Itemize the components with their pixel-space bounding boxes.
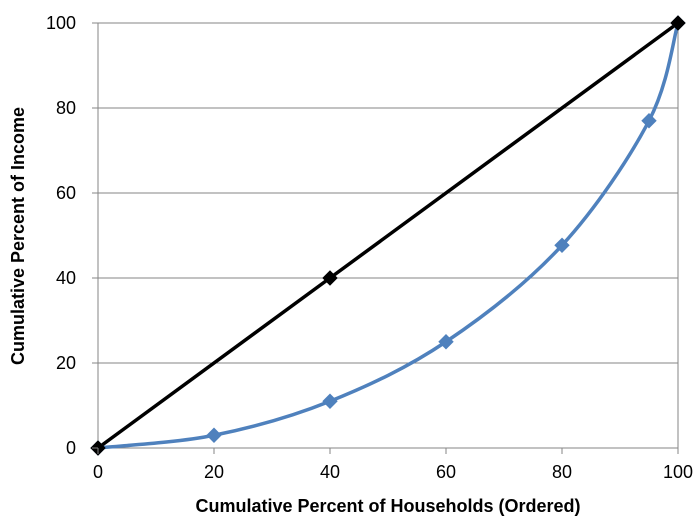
y-axis-title: Cumulative Percent of Income (8, 107, 28, 365)
series-0-marker (438, 334, 454, 350)
x-tick-label: 40 (320, 462, 340, 482)
y-tick-label: 80 (56, 98, 76, 118)
series-0-marker (554, 237, 570, 253)
y-axis-ticks: 0 20 40 60 80 100 (46, 13, 98, 458)
series-1-marker (322, 270, 338, 286)
x-axis-title: Cumulative Percent of Households (Ordere… (195, 496, 580, 516)
series-0-marker (206, 427, 222, 443)
y-tick-label: 40 (56, 268, 76, 288)
x-tick-label: 60 (436, 462, 456, 482)
grid-lines (98, 22, 678, 364)
x-tick-label: 0 (93, 462, 103, 482)
plot-area-frame (97, 23, 679, 449)
y-tick-label: 60 (56, 183, 76, 203)
series-0-marker (641, 113, 657, 129)
x-tick-label: 100 (663, 462, 693, 482)
x-axis-ticks: 0 20 40 60 80 100 (93, 448, 693, 482)
series-0-marker (322, 393, 338, 409)
series-1-marker (670, 15, 686, 31)
x-tick-label: 80 (552, 462, 572, 482)
y-tick-label: 20 (56, 353, 76, 373)
series-1-line (96, 21, 680, 450)
x-tick-label: 20 (204, 462, 224, 482)
y-tick-label: 0 (66, 438, 76, 458)
y-tick-label: 100 (46, 13, 76, 33)
series-layer (90, 15, 686, 456)
